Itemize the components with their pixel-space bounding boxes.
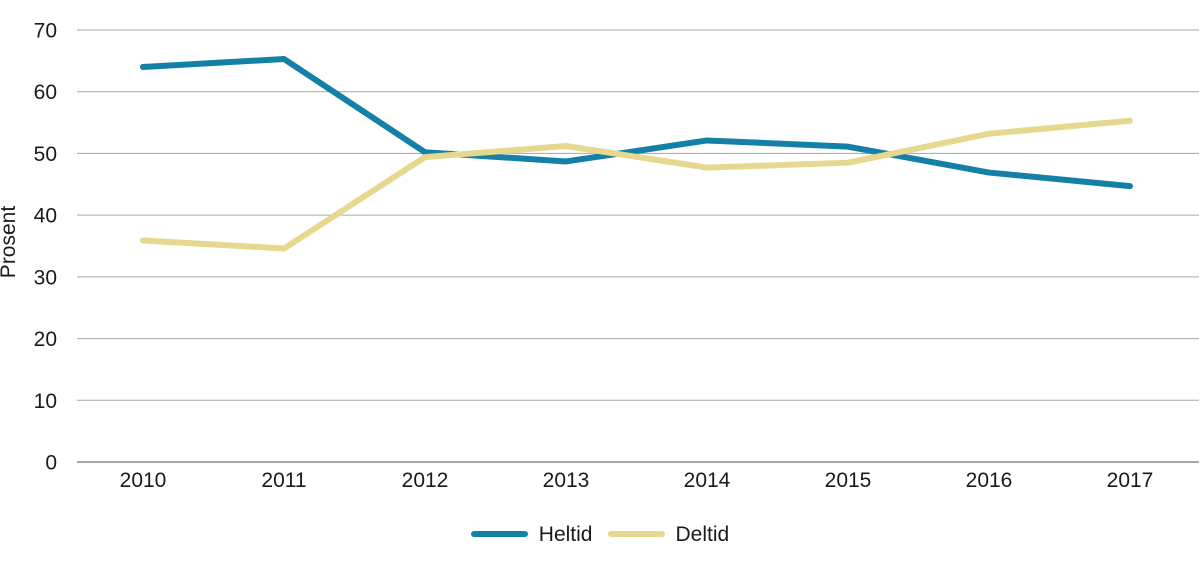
y-tick-label: 70 — [34, 20, 57, 43]
legend-label: Deltid — [675, 522, 730, 546]
series-line-heltid — [140, 56, 1133, 190]
legend-label: Heltid — [538, 522, 593, 546]
x-tick-label: 2016 — [966, 469, 1013, 492]
y-tick-label: 60 — [34, 81, 57, 104]
x-tick-label: 2010 — [120, 469, 167, 492]
y-tick-label: 50 — [34, 143, 57, 166]
y-tick-label: 30 — [34, 266, 57, 289]
x-tick-label: 2011 — [261, 469, 306, 492]
x-tick-label: 2017 — [1107, 469, 1154, 492]
y-tick-label: 0 — [45, 452, 57, 475]
legend-item-heltid: Heltid — [470, 522, 593, 546]
x-tick-label: 2015 — [825, 469, 872, 492]
y-tick-label: 20 — [34, 328, 57, 351]
x-tick-label: 2013 — [543, 469, 590, 492]
y-tick-label: 40 — [34, 205, 57, 228]
legend-key-deltid — [607, 531, 665, 537]
legend-item-deltid: Deltid — [607, 522, 730, 546]
series-line-deltid — [140, 117, 1133, 252]
x-tick-label: 2012 — [402, 469, 449, 492]
legend-key-heltid — [470, 531, 528, 537]
x-tick-label: 2014 — [684, 469, 731, 492]
y-axis-title: Prosent — [0, 205, 20, 279]
y-tick-label: 10 — [34, 390, 57, 413]
chart-legend: Heltid Deltid — [0, 521, 1200, 547]
